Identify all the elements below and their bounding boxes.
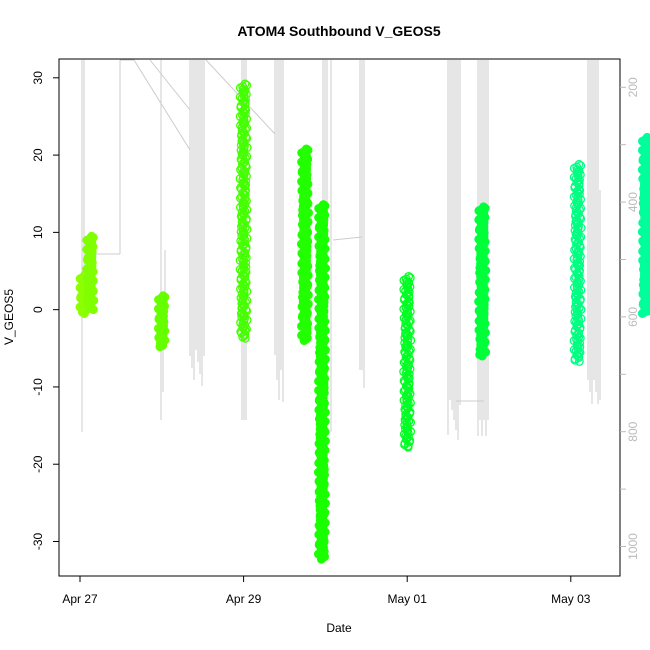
data-point (401, 401, 411, 410)
x-tick-label: May 03 (551, 592, 591, 606)
data-point (241, 95, 250, 104)
data-point (316, 554, 326, 564)
y-tick-label: 30 (31, 71, 45, 85)
y-tick-label: -30 (31, 533, 45, 551)
data-point (575, 257, 585, 267)
data-point (573, 299, 583, 309)
data-point (404, 287, 414, 297)
data-point (240, 200, 250, 210)
data-point (571, 206, 581, 216)
chart-title: ATOM4 Southbound V_GEOS5 (237, 23, 440, 39)
data-point (237, 207, 247, 217)
data-point (80, 309, 89, 318)
y-tick-label: 0 (31, 306, 45, 313)
data-point (404, 369, 414, 379)
data-points (75, 79, 650, 564)
data-point (237, 289, 247, 299)
data-point (240, 333, 250, 343)
y-axis-right: 200 400 600 800 1000 (620, 77, 640, 560)
right-tick-label: 800 (626, 421, 640, 441)
data-point (239, 301, 249, 311)
altitude-line (133, 59, 191, 151)
y-tick-label: 10 (31, 225, 45, 239)
data-point (637, 309, 647, 318)
data-point (237, 126, 247, 136)
x-axis-title: Date (326, 621, 352, 635)
data-point (88, 305, 98, 315)
y-tick-label: 20 (31, 148, 45, 162)
y-axis-title: V_GEOS5 (2, 289, 16, 345)
data-point (239, 219, 249, 229)
data-point (239, 257, 248, 267)
data-point (572, 268, 582, 278)
altitude-line (149, 59, 191, 111)
plot-frame (58, 58, 621, 577)
data-point (573, 218, 583, 228)
y-axis: -30 -20 -10 0 10 20 30 (31, 71, 59, 550)
data-point (237, 298, 247, 308)
data-point (299, 336, 309, 346)
data-point (403, 442, 413, 452)
right-tick-label: 1000 (626, 533, 640, 560)
data-point (401, 318, 411, 328)
data-point (573, 337, 582, 347)
y-tick-label: -10 (31, 378, 45, 396)
right-tick-label: 600 (626, 307, 640, 327)
data-point (155, 342, 165, 352)
data-point (574, 280, 584, 290)
data-point (575, 175, 584, 185)
right-tick-label: 200 (626, 77, 640, 97)
x-tick-label: May 01 (388, 592, 428, 606)
data-point (404, 393, 413, 403)
data-point (570, 355, 580, 365)
y-tick-label: -20 (31, 455, 45, 473)
data-point (571, 288, 581, 298)
data-point (404, 437, 414, 447)
right-tick-label: 400 (626, 192, 640, 212)
data-point (574, 356, 584, 366)
data-point (241, 176, 251, 186)
altitude-line (332, 236, 363, 241)
data-point (401, 381, 411, 391)
x-tick-label: Apr 27 (62, 592, 98, 606)
data-point (403, 412, 413, 422)
data-point (238, 188, 248, 198)
data-point (477, 351, 487, 361)
x-tick-label: Apr 29 (226, 592, 262, 606)
